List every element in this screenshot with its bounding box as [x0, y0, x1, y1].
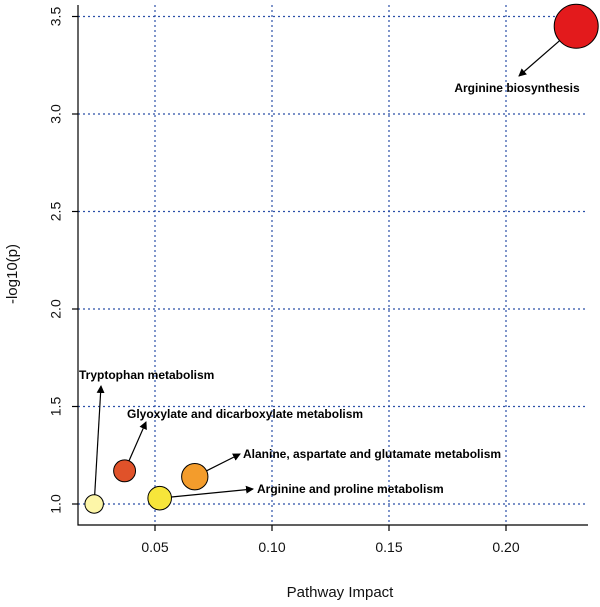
point-label: Arginine and proline metabolism [257, 482, 444, 496]
point-label: Tryptophan metabolism [79, 368, 214, 382]
y-tick-label: 2.5 [48, 202, 64, 222]
data-point[interactable] [181, 463, 209, 491]
data-points [84, 3, 599, 514]
y-tick-label: 3.5 [48, 7, 64, 27]
label-arrow [128, 421, 147, 462]
ticks: 0.05 0.10 0.15 0.20 1.0 1.5 2.0 2.5 3.0 3.5 [48, 7, 520, 555]
point-label: Glyoxylate and dicarboxylate metabolism [127, 407, 363, 421]
label-arrow [94, 385, 105, 495]
x-tick-label: 0.10 [258, 539, 285, 555]
gridlines [78, 5, 588, 525]
point-labels: Arginine biosynthesis Alanine, aspartate … [79, 81, 580, 496]
data-point[interactable] [113, 459, 137, 483]
axis-frame [77, 5, 588, 526]
y-tick-label: 1.0 [48, 494, 64, 514]
y-tick-label: 3.0 [48, 104, 64, 124]
label-arrow [171, 485, 254, 498]
point-label: Alanine, aspartate and glutamate metabol… [243, 447, 501, 461]
data-point[interactable] [84, 494, 104, 514]
point-label: Arginine biosynthesis [454, 81, 580, 95]
y-tick-label: 2.0 [48, 299, 64, 319]
y-axis-title: -log10(p) [4, 244, 21, 304]
x-axis-title: Pathway Impact [287, 584, 395, 601]
data-point[interactable] [147, 485, 172, 511]
axes [77, 5, 588, 526]
x-tick-label: 0.15 [375, 539, 402, 555]
label-arrow [206, 453, 241, 472]
x-tick-label: 0.05 [141, 539, 168, 555]
y-tick-label: 1.5 [48, 397, 64, 417]
data-point[interactable] [553, 3, 599, 49]
x-tick-label: 0.20 [492, 539, 519, 555]
label-arrow [518, 40, 560, 77]
label-arrows [94, 40, 560, 498]
